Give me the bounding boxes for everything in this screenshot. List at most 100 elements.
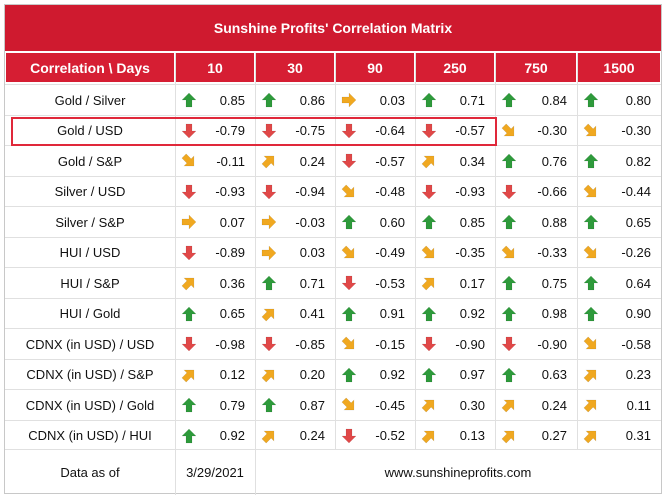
- correlation-cell: -0.85: [255, 329, 335, 359]
- correlation-value: 0.36: [219, 275, 245, 291]
- arrow-up-icon: [181, 428, 197, 444]
- correlation-cell: 0.86: [255, 85, 335, 115]
- arrow-up-right-icon: [261, 428, 277, 444]
- correlation-value: -0.15: [375, 336, 405, 352]
- arrow-right-icon: [261, 214, 277, 230]
- correlation-cell: -0.75: [255, 116, 335, 146]
- arrow-down-right-icon: [341, 184, 357, 200]
- row-label: Silver / USD: [54, 184, 126, 199]
- arrow-down-icon: [421, 336, 437, 352]
- correlation-cell: 0.24: [495, 390, 577, 420]
- correlation-cell: -0.03: [255, 207, 335, 237]
- arrow-up-right-icon: [421, 153, 437, 169]
- correlation-value: 0.24: [299, 153, 325, 169]
- arrow-right-icon: [181, 214, 197, 230]
- arrow-up-icon: [261, 397, 277, 413]
- arrow-up-right-icon: [181, 367, 197, 383]
- header-days-30: 30: [256, 53, 334, 82]
- arrow-up-icon: [501, 214, 517, 230]
- arrow-up-icon: [261, 275, 277, 291]
- correlation-value: -0.52: [375, 428, 405, 443]
- highlight-gold-usd: [11, 117, 497, 146]
- correlation-value: 0.75: [541, 275, 567, 291]
- correlation-cell: 0.64: [577, 268, 661, 298]
- correlation-cell: 0.11: [577, 390, 661, 420]
- correlation-value: 0.17: [459, 275, 485, 291]
- correlation-value: 0.24: [541, 397, 567, 413]
- correlation-cell: 0.12: [175, 360, 255, 390]
- table-row: Gold / Silver 0.85 0.86 0.03 0.71 0.84 0.80: [5, 84, 661, 114]
- header-days-250: 250: [416, 53, 494, 82]
- correlation-cell: 0.76: [495, 146, 577, 176]
- correlation-value: -0.03: [295, 214, 325, 230]
- arrow-up-right-icon: [261, 367, 277, 383]
- correlation-value: 0.12: [219, 367, 245, 382]
- row-label: Gold / S&P: [57, 153, 123, 169]
- correlation-cell: 0.41: [255, 299, 335, 329]
- correlation-cell: -0.49: [335, 238, 415, 268]
- arrow-up-icon: [421, 306, 437, 322]
- correlation-cell: -0.11: [175, 146, 255, 176]
- correlation-value: 0.97: [459, 367, 485, 382]
- table-row: HUI / S&P 0.36 0.71 -0.53 0.17 0.75 0.64: [5, 267, 661, 297]
- correlation-cell: 0.36: [175, 268, 255, 298]
- correlation-value: -0.90: [455, 336, 485, 352]
- correlation-cell: -0.44: [577, 177, 661, 207]
- arrow-up-icon: [181, 397, 197, 413]
- correlation-cell: 0.85: [415, 207, 495, 237]
- arrow-down-right-icon: [583, 123, 599, 139]
- arrow-up-icon: [341, 306, 357, 322]
- correlation-value: -0.85: [295, 336, 325, 352]
- arrow-up-right-icon: [261, 153, 277, 169]
- correlation-value: 0.41: [299, 306, 325, 321]
- correlation-cell: -0.15: [335, 329, 415, 359]
- row-label: HUI / Gold: [59, 306, 121, 321]
- correlation-value: -0.44: [621, 184, 651, 199]
- arrow-up-icon: [421, 92, 437, 108]
- correlation-cell: 0.24: [255, 146, 335, 176]
- correlation-value: 0.20: [299, 367, 325, 382]
- arrow-up-icon: [181, 92, 197, 108]
- correlation-value: 0.23: [625, 367, 651, 382]
- arrow-down-icon: [341, 153, 357, 169]
- correlation-cell: 0.88: [495, 207, 577, 237]
- correlation-value: 0.80: [625, 92, 651, 108]
- table-row: HUI / USD -0.89 0.03 -0.49 -0.35 -0.33 -0.26: [5, 236, 661, 268]
- arrow-up-icon: [501, 306, 517, 322]
- row-label: Gold / Silver: [54, 92, 126, 108]
- correlation-value: 0.76: [541, 153, 567, 169]
- correlation-cell: -0.48: [335, 177, 415, 207]
- correlation-cell: 0.87: [255, 390, 335, 420]
- arrow-up-icon: [341, 214, 357, 230]
- correlation-cell: 0.71: [415, 85, 495, 115]
- arrow-up-right-icon: [421, 397, 437, 413]
- header-days-750: 750: [496, 53, 576, 82]
- arrow-down-icon: [501, 184, 517, 200]
- correlation-value: 0.85: [459, 214, 485, 230]
- correlation-cell: -0.58: [577, 329, 661, 359]
- correlation-value: -0.35: [455, 245, 485, 260]
- arrow-down-icon: [341, 123, 357, 139]
- arrow-up-right-icon: [181, 275, 197, 291]
- correlation-value: -0.53: [375, 275, 405, 291]
- correlation-value: -0.57: [375, 153, 405, 169]
- arrow-down-icon: [501, 336, 517, 352]
- correlation-value: 0.86: [299, 92, 325, 108]
- correlation-value: -0.49: [375, 245, 405, 260]
- arrow-up-icon: [501, 153, 517, 169]
- table-row: Gold / USD -0.79 -0.75 -0.64 -0.57 -0.30 -0.30: [5, 114, 661, 146]
- correlation-matrix: Sunshine Profits' Correlation Matrix Cor…: [4, 4, 662, 495]
- table-row: HUI / Gold 0.65 0.41 0.91 0.92 0.98 0.90: [5, 297, 661, 329]
- correlation-cell: 0.17: [415, 268, 495, 298]
- arrow-down-icon: [181, 184, 197, 200]
- table-row: Gold / S&P -0.11 0.24 -0.57 0.34 0.76 0.82: [5, 145, 661, 175]
- correlation-cell: 0.75: [495, 268, 577, 298]
- correlation-cell: 0.63: [495, 360, 577, 390]
- correlation-value: 0.03: [379, 92, 405, 108]
- correlation-cell: 0.34: [415, 146, 495, 176]
- row-label: CDNX (in USD) / HUI: [28, 428, 152, 443]
- table-row: Silver / USD -0.93 -0.94 -0.48 -0.93 -0.66 -0.…: [5, 175, 661, 207]
- arrow-down-right-icon: [181, 153, 197, 169]
- arrow-down-icon: [341, 428, 357, 444]
- correlation-cell: 0.60: [335, 207, 415, 237]
